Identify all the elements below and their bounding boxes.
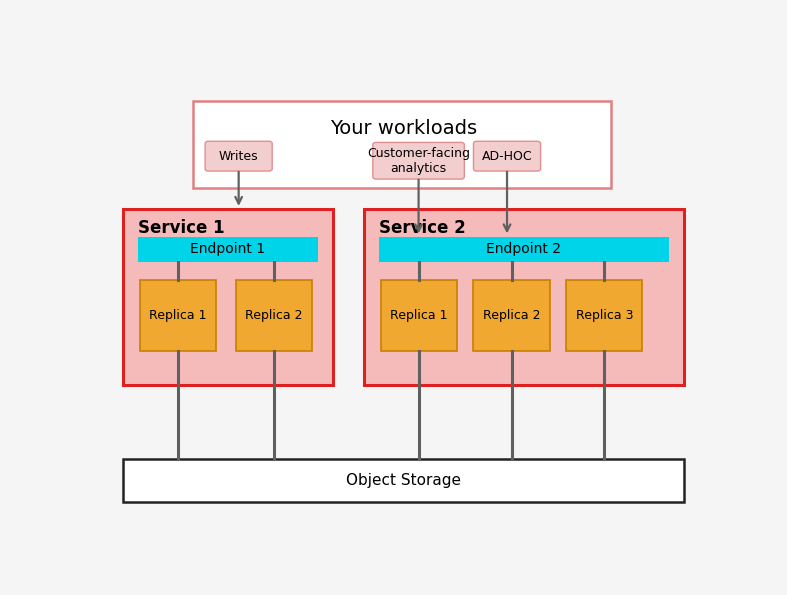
FancyBboxPatch shape — [205, 141, 272, 171]
Bar — [123, 209, 333, 385]
Text: Writes: Writes — [219, 150, 258, 162]
FancyBboxPatch shape — [474, 141, 541, 171]
Text: Replica 3: Replica 3 — [575, 309, 633, 322]
Text: Endpoint 2: Endpoint 2 — [486, 242, 561, 256]
Bar — [474, 280, 550, 351]
Text: Replica 1: Replica 1 — [150, 309, 207, 322]
Text: Service 1: Service 1 — [138, 219, 224, 237]
Text: Replica 2: Replica 2 — [245, 309, 302, 322]
Text: Your workloads: Your workloads — [330, 119, 477, 138]
Text: AD-HOC: AD-HOC — [482, 150, 532, 162]
Bar — [364, 209, 684, 385]
Bar — [138, 237, 318, 262]
Bar — [193, 101, 611, 188]
Bar — [123, 459, 684, 502]
Bar — [140, 280, 216, 351]
Text: Customer-facing
analytics: Customer-facing analytics — [367, 147, 470, 175]
Text: Replica 2: Replica 2 — [483, 309, 541, 322]
Text: Service 2: Service 2 — [379, 219, 466, 237]
Text: Endpoint 1: Endpoint 1 — [190, 242, 265, 256]
FancyBboxPatch shape — [373, 142, 464, 179]
Bar — [566, 280, 642, 351]
Bar — [235, 280, 312, 351]
Text: Object Storage: Object Storage — [345, 473, 461, 488]
Bar — [381, 280, 457, 351]
Bar — [379, 237, 669, 262]
Text: Replica 1: Replica 1 — [390, 309, 448, 322]
